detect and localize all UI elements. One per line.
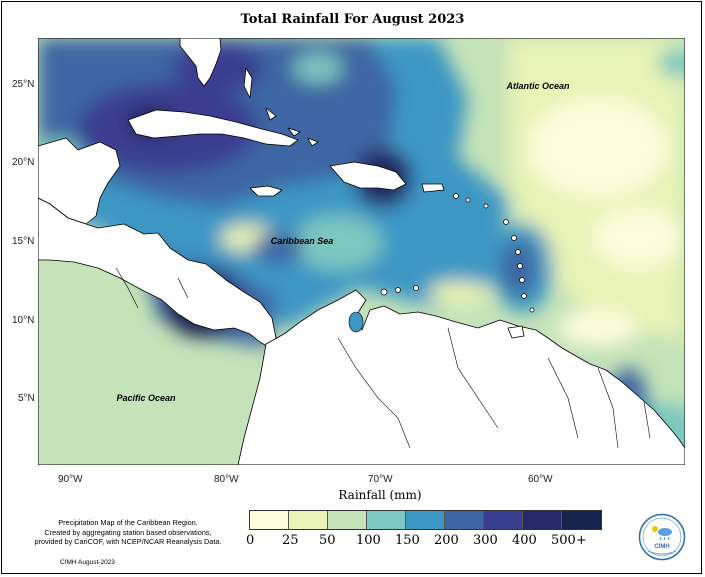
lon-label-90w: 90°W (58, 474, 83, 485)
lon-label-60w: 60°W (528, 474, 553, 485)
legend-label: 200 (434, 533, 459, 548)
legend-swatch (523, 511, 562, 529)
map-footnote: Precipitation Map of the Caribbean Regio… (8, 518, 248, 547)
rainfall-color-legend (249, 510, 602, 530)
lat-label-5n: 5°N (18, 393, 35, 404)
legend-swatch (289, 511, 328, 529)
pacific-ocean-label: Pacific Ocean (116, 393, 176, 403)
legend-swatch (406, 511, 445, 529)
lon-label-70w: 70°W (368, 474, 393, 485)
caribbean-sea-label: Caribbean Sea (271, 236, 334, 246)
rainfall-axis-label: Rainfall (mm) (338, 488, 422, 502)
legend-label: 500+ (551, 533, 587, 548)
lat-label-15n: 15°N (12, 236, 35, 247)
lat-label-25n: 25°N (12, 79, 35, 90)
legend-swatch (367, 511, 406, 529)
footnote-line-1: Precipitation Map of the Caribbean Regio… (58, 518, 198, 527)
legend-swatch (562, 511, 601, 529)
legend-swatch (328, 511, 367, 529)
legend-swatch (484, 511, 523, 529)
legend-label: 0 (246, 533, 255, 548)
cimh-logo: CIMH (638, 513, 686, 561)
legend-label: 100 (356, 533, 381, 548)
legend-label: 400 (512, 533, 537, 548)
map-title: Total Rainfall For August 2023 (240, 12, 465, 27)
atlantic-ocean-label: Atlantic Ocean (505, 81, 570, 91)
legend-label: 150 (395, 533, 420, 548)
legend-label: 300 (473, 533, 498, 548)
legend-label: 50 (319, 533, 336, 548)
lat-label-10n: 10°N (12, 315, 35, 326)
footnote-line-3: provided by CariCOF, with NCEP/NCAR Rean… (34, 537, 222, 546)
legend-label: 25 (282, 533, 299, 548)
lon-label-80w: 80°W (214, 474, 239, 485)
rainfall-map: Atlantic Ocean Caribbean Sea Pacific Oce… (38, 38, 685, 465)
footnote-line-2: Created by aggregating station based obs… (44, 527, 212, 537)
lat-label-20n: 20°N (12, 157, 35, 168)
legend-swatch (250, 511, 289, 529)
logo-text: CIMH (654, 544, 669, 550)
legend-swatch (445, 511, 484, 529)
credit-text: CIMH August-2023 (60, 559, 115, 566)
